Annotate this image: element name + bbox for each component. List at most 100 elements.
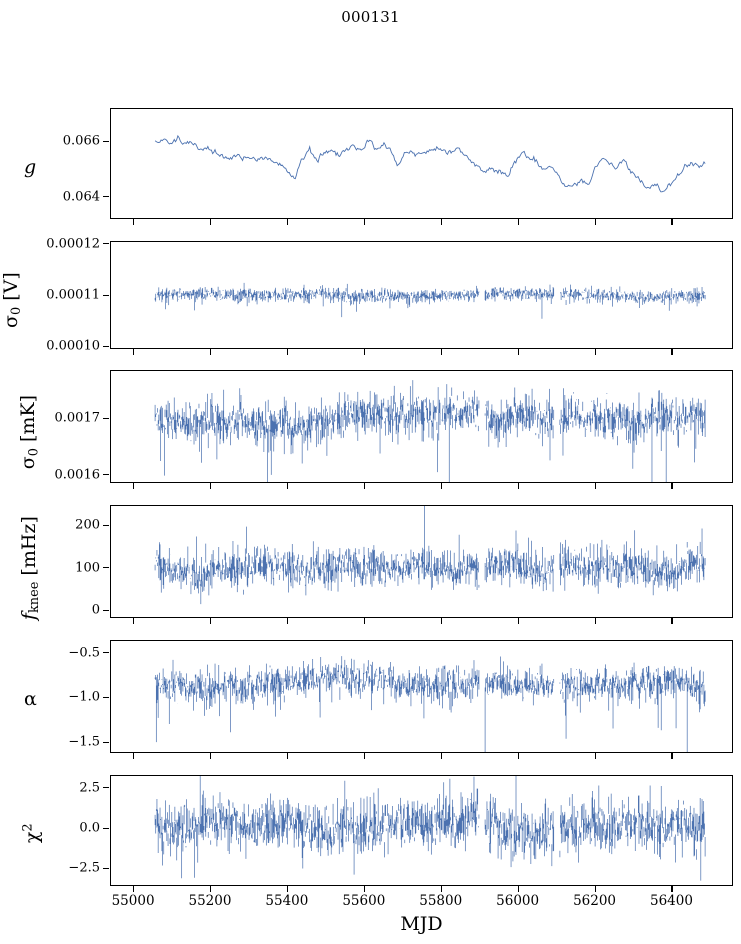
panel-trace-3 — [154, 506, 706, 605]
x-tick-label: 55800 — [419, 893, 463, 909]
x-tick-mark — [671, 753, 673, 759]
y-tick-mark — [103, 140, 109, 142]
ylabel-gain: g — [24, 156, 37, 178]
panel-trace-2 — [154, 380, 706, 482]
panel-trace-1 — [154, 282, 706, 319]
y-tick-label: −2.5 — [68, 860, 100, 876]
x-tick-mark — [286, 886, 288, 892]
panel-trace-0 — [154, 134, 706, 193]
x-tick-mark — [286, 483, 288, 489]
y-tick-mark — [103, 609, 109, 611]
ylabel-alpha: α — [24, 688, 37, 710]
y-tick-mark — [103, 294, 109, 296]
y-tick-label: 0.0017 — [54, 410, 101, 426]
panel-trace-5 — [154, 776, 706, 881]
x-tick-mark — [363, 483, 365, 489]
panel-gain — [110, 108, 733, 219]
x-tick-label: 55600 — [342, 893, 386, 909]
x-tick-label: 56200 — [573, 893, 617, 909]
x-tick-mark — [594, 219, 596, 225]
x-tick-mark — [671, 618, 673, 624]
y-tick-mark — [103, 867, 109, 869]
x-tick-mark — [517, 483, 519, 489]
x-tick-mark — [209, 886, 212, 892]
y-tick-mark — [103, 196, 109, 198]
panel-fknee — [110, 505, 733, 618]
figure-title: 000131 — [341, 8, 400, 26]
x-tick-mark — [363, 753, 365, 759]
panel-trace-4 — [154, 656, 706, 752]
y-tick-mark — [103, 417, 109, 419]
y-tick-label: −1.5 — [68, 734, 100, 750]
x-tick-mark — [594, 349, 596, 355]
y-tick-label: 2.5 — [79, 780, 100, 796]
y-tick-label: 0.00011 — [46, 287, 100, 303]
y-tick-mark — [103, 827, 109, 829]
x-tick-mark — [363, 886, 365, 892]
x-tick-label: 56400 — [649, 893, 693, 909]
y-tick-mark — [103, 567, 109, 569]
x-tick-mark — [517, 349, 519, 355]
x-tick-mark — [671, 886, 673, 892]
x-tick-mark — [133, 219, 135, 225]
y-tick-label: 0.0 — [79, 820, 100, 836]
y-tick-label: 0.066 — [62, 133, 100, 149]
y-tick-label: −1.0 — [68, 689, 100, 705]
x-tick-mark — [594, 483, 596, 489]
x-tick-mark — [594, 618, 596, 624]
y-tick-mark — [103, 474, 109, 476]
y-tick-label: 200 — [75, 517, 100, 533]
panel-alpha — [110, 640, 733, 753]
x-tick-mark — [517, 753, 519, 759]
x-tick-mark — [440, 483, 442, 489]
x-tick-mark — [594, 886, 596, 892]
y-tick-label: 100 — [75, 560, 100, 576]
x-tick-mark — [671, 483, 673, 489]
x-tick-mark — [671, 349, 673, 355]
y-tick-mark — [103, 345, 109, 348]
x-tick-mark — [209, 219, 212, 225]
x-tick-mark — [133, 349, 135, 355]
x-tick-mark — [209, 349, 212, 355]
x-tick-mark — [440, 753, 442, 759]
x-tick-mark — [286, 349, 288, 355]
x-tick-mark — [133, 483, 135, 489]
y-tick-label: 0 — [91, 602, 100, 618]
y-tick-label: 0.0016 — [54, 467, 101, 483]
x-tick-mark — [133, 618, 135, 624]
x-tick-mark — [209, 753, 212, 759]
x-tick-mark — [133, 886, 135, 892]
x-tick-mark — [363, 349, 365, 355]
x-tick-label: 56000 — [496, 893, 540, 909]
x-tick-mark — [286, 219, 288, 225]
y-tick-label: −0.5 — [68, 645, 100, 661]
x-tick-mark — [517, 886, 519, 892]
x-tick-mark — [133, 753, 135, 759]
xlabel-mjd: MJD — [400, 913, 443, 935]
panel-sigma0-volt — [110, 241, 733, 349]
y-tick-label: 0.064 — [62, 189, 100, 205]
y-tick-label: 0.00012 — [46, 236, 100, 252]
x-tick-mark — [286, 618, 288, 624]
x-tick-mark — [517, 219, 519, 225]
y-tick-mark — [103, 524, 109, 526]
x-tick-mark — [209, 483, 212, 489]
x-tick-mark — [440, 618, 442, 624]
y-tick-mark — [103, 741, 109, 743]
y-tick-mark — [103, 243, 109, 245]
y-tick-mark — [103, 696, 109, 698]
x-tick-mark — [286, 753, 288, 759]
x-tick-mark — [440, 349, 442, 355]
x-tick-mark — [440, 886, 442, 892]
x-tick-mark — [517, 618, 519, 624]
panel-sigma0-mk — [110, 370, 733, 483]
y-tick-mark — [103, 652, 109, 654]
y-tick-label: 0.00010 — [46, 338, 100, 354]
x-tick-mark — [594, 753, 596, 759]
x-tick-mark — [440, 219, 442, 225]
x-tick-label: 55000 — [111, 893, 155, 909]
y-tick-mark — [103, 787, 109, 789]
x-tick-mark — [671, 219, 673, 225]
x-tick-label: 55200 — [188, 893, 232, 909]
